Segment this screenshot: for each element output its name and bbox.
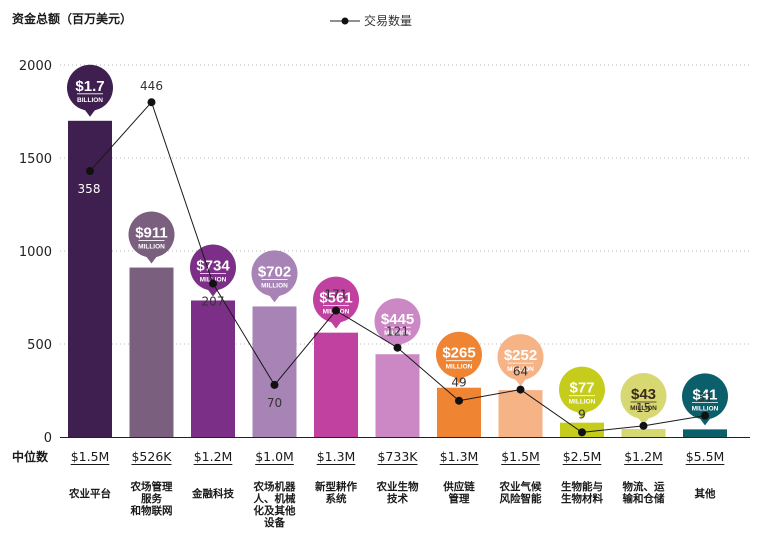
y-tick-label: 500 — [27, 338, 52, 353]
bubble-amount: $445 — [381, 311, 414, 328]
bubble-unit: BILLION — [77, 97, 103, 104]
bubble-amount: $265 — [442, 345, 475, 362]
value-bubble: $252 MILLION — [497, 334, 544, 387]
bubble-amount: $734 — [196, 257, 230, 274]
deal-count-point — [639, 421, 648, 430]
deal-count-label: 15 — [636, 401, 651, 415]
deal-count-point — [578, 428, 586, 437]
deal-count-label: 31 — [697, 391, 712, 405]
value-bubble: $734MILLION — [190, 244, 236, 297]
value-bubble: $43 MILLION — [620, 373, 667, 426]
median-value: $1.3M — [439, 449, 479, 464]
category-label: 金融科技 — [192, 488, 234, 500]
legend: 交易数量 — [330, 12, 412, 29]
deal-count-point — [455, 396, 463, 405]
deal-count-label: 121 — [386, 325, 409, 339]
bar — [252, 306, 297, 437]
deal-count-label: 49 — [451, 376, 466, 390]
median-value: $1.5M — [501, 449, 540, 464]
deal-count-point — [332, 306, 340, 315]
deal-count-point — [516, 385, 525, 394]
deal-count-label: 358 — [78, 182, 101, 196]
category-label: 农业平台 — [69, 488, 111, 500]
category-label: 农场管理 服务 和物联网 — [130, 481, 173, 517]
bubble-amount: $702 — [258, 263, 291, 280]
bar — [621, 429, 666, 437]
median-value: $1.2M — [624, 449, 663, 464]
median-value: $526K — [131, 449, 172, 464]
bubble-unit: MILLION — [446, 364, 473, 371]
y-tick-label: 1500 — [19, 152, 52, 167]
deal-count-label: 70 — [267, 396, 282, 410]
bubble-amount: $252 — [504, 347, 537, 364]
bubble-amount: $911 — [135, 225, 168, 242]
deal-count-point — [86, 167, 94, 176]
deal-count-label: 207 — [202, 295, 225, 309]
category-label: 供应链 管理 — [443, 481, 475, 505]
value-bubble: $911 MILLION — [128, 211, 175, 264]
y-tick-label: 2000 — [19, 59, 52, 74]
median-value: $1.3M — [316, 449, 356, 464]
median-value: $5.5M — [685, 449, 725, 464]
deal-count-label: 64 — [513, 365, 528, 379]
bubble-unit: MILLION — [692, 405, 719, 412]
value-bubble: $445 MILLION — [374, 298, 421, 351]
legend-line-marker — [330, 17, 360, 24]
value-bubble: $702 MILLION — [251, 250, 298, 303]
bubble-amount: $43 — [631, 386, 656, 403]
deal-count-label: 446 — [140, 79, 163, 93]
median-value: $1.2M — [193, 449, 233, 464]
category-label: 新型耕作 系统 — [315, 481, 357, 505]
median-value: $733K — [377, 449, 418, 464]
bar — [437, 387, 481, 437]
category-label: 物流、运 输和仓储 — [622, 481, 665, 505]
deal-count-label: 171 — [325, 288, 348, 302]
value-bubble: $77 MILLION — [559, 366, 605, 419]
category-label: 农业气候 风险智能 — [499, 481, 542, 505]
bar — [129, 267, 174, 437]
bubble-unit: MILLION — [507, 366, 534, 373]
bar — [375, 354, 420, 437]
value-bubble: $1.7 BILLION — [67, 64, 113, 117]
deal-count-point — [393, 343, 402, 352]
bubble-unit: MILLION — [261, 282, 288, 289]
median-value: $1.5M — [70, 449, 110, 464]
value-bubble: $41 MILLION — [682, 373, 728, 426]
category-label: 农场机器 人、机械 化及其他 设备 — [253, 481, 296, 529]
deal-count-point — [701, 411, 709, 420]
bubble-unit: MILLION — [138, 244, 165, 251]
deal-count-point — [209, 279, 217, 288]
bubble-unit: MILLION — [630, 405, 657, 412]
y-tick-label: 0 — [44, 431, 52, 446]
bubble-amount: $1.7 — [75, 78, 104, 95]
median-value: $2.5M — [562, 449, 602, 464]
bubble-amount: $77 — [569, 380, 594, 397]
bubble-unit: MILLION — [384, 330, 411, 337]
chart-title: 资金总额（百万美元） — [12, 12, 133, 26]
bubble-amount: $41 — [692, 386, 717, 403]
bubble-unit: MILLION — [569, 399, 596, 406]
value-bubble: $265 MILLION — [436, 331, 482, 384]
bar — [191, 300, 235, 437]
bar — [683, 429, 727, 437]
median-label: 中位数 — [12, 450, 49, 464]
category-label: 农业生物 技术 — [376, 481, 419, 505]
bar — [498, 390, 543, 437]
legend-label: 交易数量 — [364, 14, 413, 28]
bar — [314, 332, 358, 437]
deal-count-label: 9 — [578, 407, 586, 421]
deal-count-point — [147, 98, 156, 107]
value-bubble: $561MILLION — [313, 276, 359, 329]
category-label: 其他 — [694, 488, 716, 500]
bubble-amount: $561 — [319, 290, 352, 307]
deal-count-point — [270, 380, 279, 389]
y-tick-label: 1000 — [19, 245, 52, 260]
median-value: $1.0M — [255, 449, 294, 464]
category-label: 生物能与 生物材料 — [561, 481, 603, 505]
